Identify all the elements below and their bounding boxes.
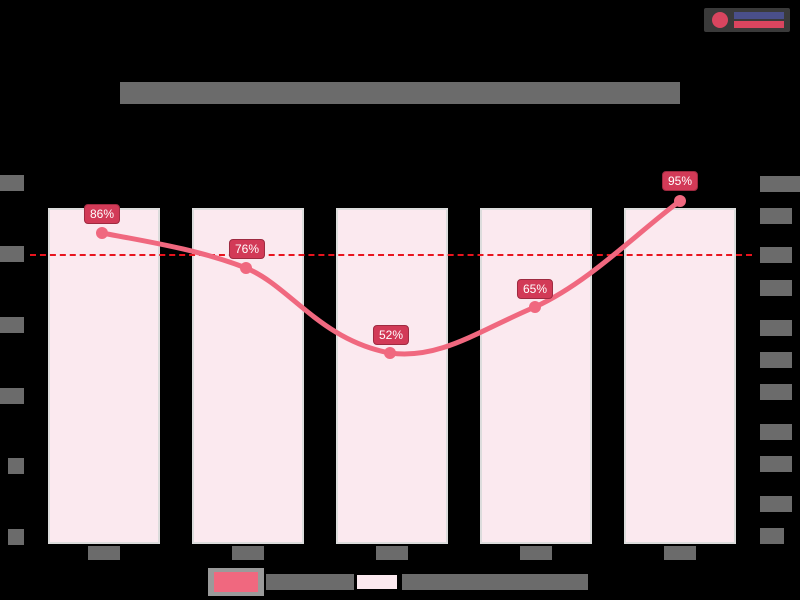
legend-swatch-line[interactable]: [208, 568, 264, 596]
x-tick-label: [520, 546, 552, 560]
legend: [208, 568, 588, 596]
brand-logo: [704, 8, 790, 32]
x-tick-label: [376, 546, 408, 560]
data-point: [240, 262, 252, 274]
logo-icon: [712, 12, 728, 28]
data-point: [674, 195, 686, 207]
data-label: 95%: [661, 171, 699, 191]
data-point: [96, 227, 108, 239]
bar[interactable]: [336, 208, 448, 544]
data-point: [384, 347, 396, 359]
bar[interactable]: [624, 208, 736, 544]
reference-line: [30, 254, 752, 256]
data-label: 76%: [228, 239, 266, 259]
data-label: 52%: [372, 325, 410, 345]
legend-swatch-bar[interactable]: [356, 574, 398, 590]
data-label: 86%: [83, 204, 121, 224]
chart-title: [120, 82, 680, 104]
x-tick-label: [232, 546, 264, 560]
bar[interactable]: [480, 208, 592, 544]
x-tick-label: [664, 546, 696, 560]
legend-label-bar[interactable]: [402, 574, 588, 590]
data-point: [529, 301, 541, 313]
legend-label-line[interactable]: [266, 574, 354, 590]
data-label: 65%: [516, 279, 554, 299]
bar[interactable]: [48, 208, 160, 544]
x-tick-label: [88, 546, 120, 560]
